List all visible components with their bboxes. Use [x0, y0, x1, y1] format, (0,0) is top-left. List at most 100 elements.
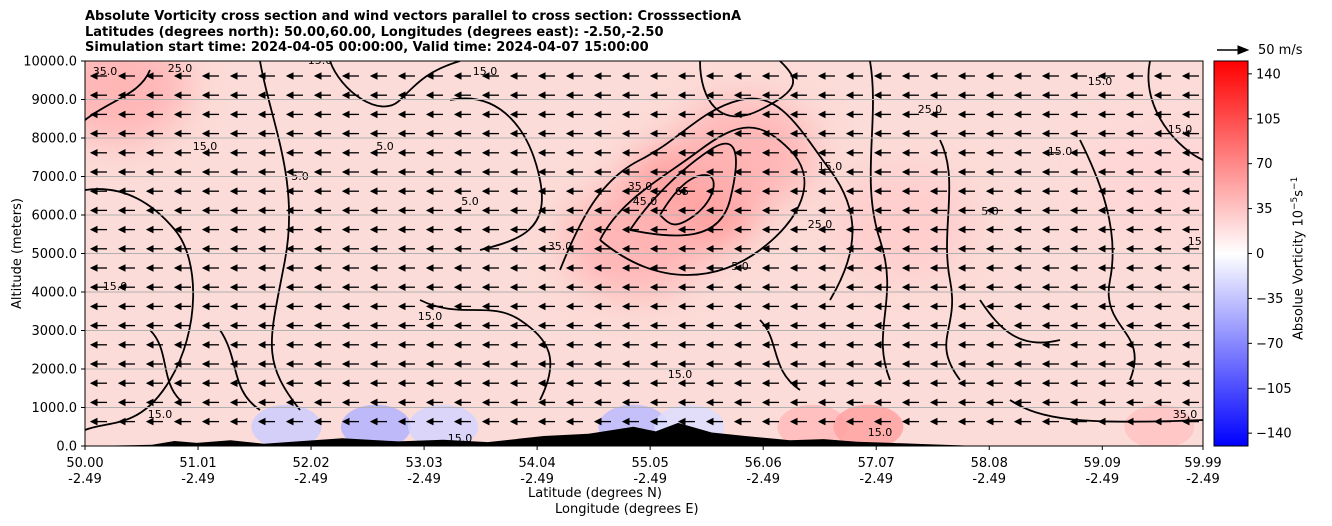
- wind-vector-head-504: [817, 264, 826, 272]
- wind-vector-head-199: [369, 244, 378, 253]
- wind-vector-head-255: [453, 225, 462, 234]
- x-tick-lat-0: 50.00: [66, 456, 103, 471]
- wind-vector-head-685: [1097, 91, 1106, 100]
- contour-label-7: 45.0: [633, 195, 658, 208]
- wind-vector-head-323: [565, 72, 574, 80]
- wind-vector-head-87: [201, 283, 210, 292]
- wind-vector-head-108: [229, 321, 238, 330]
- wind-vector-head-233: [425, 168, 434, 176]
- wind-vector-head-311: [537, 206, 546, 215]
- wind-vector-head-271: [481, 168, 490, 176]
- contour-label-25: 35.0: [548, 240, 573, 253]
- wind-vector-head-381: [649, 91, 658, 100]
- wind-vector-head-739: [1153, 398, 1162, 407]
- colorbar-label-sup: −5: [1290, 196, 1300, 211]
- wind-vector-head-137: [285, 148, 294, 157]
- wind-vector-head-361: [621, 72, 630, 80]
- wind-vector-head-698: [1097, 340, 1106, 349]
- x-tick-lon-0: -2.49: [68, 472, 102, 487]
- wind-vector-head-376: [621, 360, 630, 368]
- wind-vector-head-695: [1097, 283, 1106, 292]
- wind-vector-head-116: [257, 110, 266, 119]
- wind-vector-head-142: [285, 244, 294, 253]
- wind-vector-head-354: [593, 302, 602, 311]
- wind-vector-head-206: [369, 379, 378, 388]
- wind-vector-head-396: [649, 379, 658, 388]
- wind-vector-head-736: [1153, 340, 1162, 349]
- wind-vector-head-332: [565, 244, 574, 253]
- wind-vector-head-406: [677, 206, 686, 215]
- wind-vector-head-372: [621, 283, 630, 292]
- wind-vector-head-63: [173, 187, 182, 196]
- wind-vector-head-321: [537, 398, 546, 407]
- wind-vector-head-306: [537, 110, 546, 119]
- wind-vector-head-54: [145, 379, 154, 388]
- wind-vector-head-203: [369, 321, 378, 330]
- wind-vector-head-732: [1153, 264, 1162, 272]
- wind-vector-head-399: [677, 72, 686, 80]
- wind-vector-head-606: [957, 398, 966, 407]
- wind-vector-head-564: [901, 321, 910, 330]
- wind-vector-head-669: [1069, 148, 1078, 157]
- wind-vector-head-337: [565, 340, 574, 349]
- wind-vector-head-104: [229, 244, 238, 253]
- wind-vector-head-631: [1013, 148, 1022, 157]
- wind-vector-head-187: [341, 379, 350, 388]
- wind-vector-head-529: [845, 379, 854, 388]
- wind-vector-head-143: [285, 264, 294, 272]
- wind-vector-head-415: [677, 379, 686, 388]
- wind-vector-head-383: [649, 129, 658, 138]
- wind-vector-head-412: [677, 321, 686, 330]
- contour-label-26: 15.0: [1048, 145, 1073, 158]
- wind-vector-head-88: [201, 302, 210, 311]
- wind-vector-head-640: [1013, 321, 1022, 330]
- wind-vector-head-719: [1125, 379, 1134, 388]
- wind-vector-head-671: [1069, 187, 1078, 196]
- wind-vector-head-416: [677, 398, 686, 407]
- wind-vector-head-165: [313, 321, 322, 330]
- wind-vector-head-308: [537, 148, 546, 157]
- wind-vector-head-436: [705, 417, 714, 426]
- colorbar-tick-label-3: 35: [1256, 202, 1273, 217]
- wind-vector-head-612: [985, 148, 994, 157]
- wind-vector-head-201: [369, 283, 378, 292]
- wind-vector-head-491: [789, 379, 798, 388]
- wind-vector-head-278: [481, 302, 490, 311]
- wind-vector-head-84: [201, 225, 210, 234]
- wind-vector-head-287: [509, 110, 518, 119]
- wind-vector-head-97: [229, 110, 238, 119]
- contour-line-8: [659, 174, 715, 226]
- wind-vector-head-236: [425, 225, 434, 234]
- wind-vector-head-700: [1097, 379, 1106, 388]
- wind-vector-head-150: [285, 398, 294, 407]
- wind-vector-head-459: [761, 129, 770, 138]
- wind-vector-head-15: [89, 360, 98, 368]
- contour-line-16: [149, 329, 181, 401]
- wind-vector-head-574: [929, 148, 938, 157]
- wind-vector-head-71: [173, 340, 182, 349]
- wind-vector-head-197: [369, 206, 378, 215]
- wind-vector-head-2: [89, 110, 98, 119]
- wind-vector-head-505: [817, 283, 826, 292]
- wind-vector-head-442: [733, 168, 742, 176]
- wind-vector-head-288: [509, 129, 518, 138]
- wind-vector-head-343: [593, 91, 602, 100]
- wind-vector-head-566: [901, 360, 910, 368]
- wind-vector-head-511: [817, 398, 826, 407]
- wind-vector-head-677: [1069, 302, 1078, 311]
- wind-vector-head-93: [201, 398, 210, 407]
- contour-label-15: 15.0: [418, 310, 443, 323]
- wind-vector-head-157: [313, 168, 322, 176]
- wind-vector-head-245: [425, 398, 434, 407]
- wind-vector-head-192: [369, 110, 378, 119]
- wind-vector-head-336: [565, 321, 574, 330]
- wind-vector-head-10: [89, 264, 98, 272]
- wind-vector-head-303: [509, 417, 518, 426]
- wind-vector-head-532: [873, 72, 882, 80]
- wind-vector-head-90: [201, 340, 210, 349]
- low-level-blob-5: [777, 404, 848, 446]
- wind-vector-head-594: [957, 168, 966, 176]
- wind-vector-head-446: [733, 244, 742, 253]
- wind-vector-head-268: [481, 110, 490, 119]
- wind-vector-head-114: [257, 72, 266, 80]
